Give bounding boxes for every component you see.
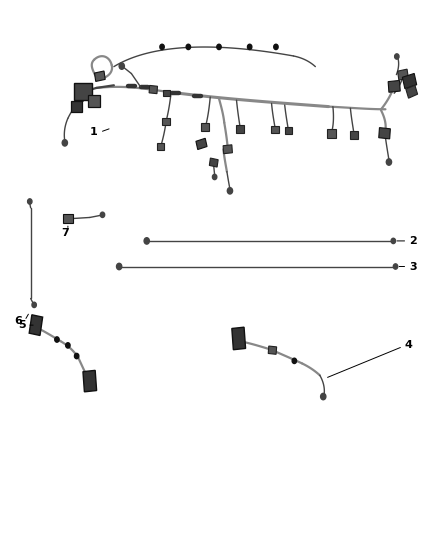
Circle shape [227, 188, 233, 194]
Bar [196, 138, 207, 150]
Text: 5: 5 [18, 320, 25, 330]
Circle shape [28, 199, 32, 204]
Circle shape [66, 343, 70, 348]
Bar [232, 327, 246, 350]
Text: 7: 7 [61, 229, 69, 238]
Bar [406, 85, 417, 98]
Text: 1: 1 [90, 127, 98, 137]
Circle shape [212, 174, 217, 180]
Circle shape [391, 238, 396, 244]
Bar [271, 126, 279, 133]
Bar [223, 145, 233, 154]
Text: 2: 2 [409, 236, 417, 246]
Bar [157, 143, 164, 150]
Bar [379, 127, 390, 139]
Circle shape [186, 44, 191, 50]
Bar [95, 71, 105, 82]
Circle shape [395, 54, 399, 59]
Text: 6: 6 [14, 316, 22, 326]
Bar [63, 214, 73, 223]
Bar [71, 101, 82, 112]
Circle shape [32, 302, 36, 308]
Bar [163, 90, 170, 96]
Bar [209, 158, 218, 167]
Circle shape [55, 337, 59, 342]
Bar [149, 85, 158, 94]
Bar [162, 118, 170, 125]
Bar [74, 83, 92, 100]
Circle shape [247, 44, 252, 50]
Bar [398, 69, 408, 80]
Bar [83, 370, 97, 392]
Bar [285, 127, 292, 134]
Bar [268, 346, 277, 354]
Circle shape [144, 238, 149, 244]
Bar [350, 131, 358, 139]
Circle shape [62, 140, 67, 146]
Text: 3: 3 [409, 262, 417, 271]
Bar [88, 95, 100, 107]
Circle shape [217, 44, 221, 50]
Bar [236, 125, 244, 133]
Circle shape [393, 264, 398, 269]
Circle shape [117, 263, 122, 270]
Bar [201, 123, 209, 131]
Circle shape [160, 44, 164, 50]
Bar [327, 129, 336, 138]
Bar [388, 80, 400, 92]
Circle shape [100, 212, 105, 217]
Circle shape [321, 393, 326, 400]
Circle shape [292, 358, 297, 364]
Circle shape [119, 63, 124, 69]
Text: 4: 4 [405, 341, 413, 350]
Bar [29, 315, 42, 335]
Circle shape [386, 159, 392, 165]
Circle shape [74, 353, 79, 359]
Bar [403, 74, 417, 88]
Circle shape [274, 44, 278, 50]
